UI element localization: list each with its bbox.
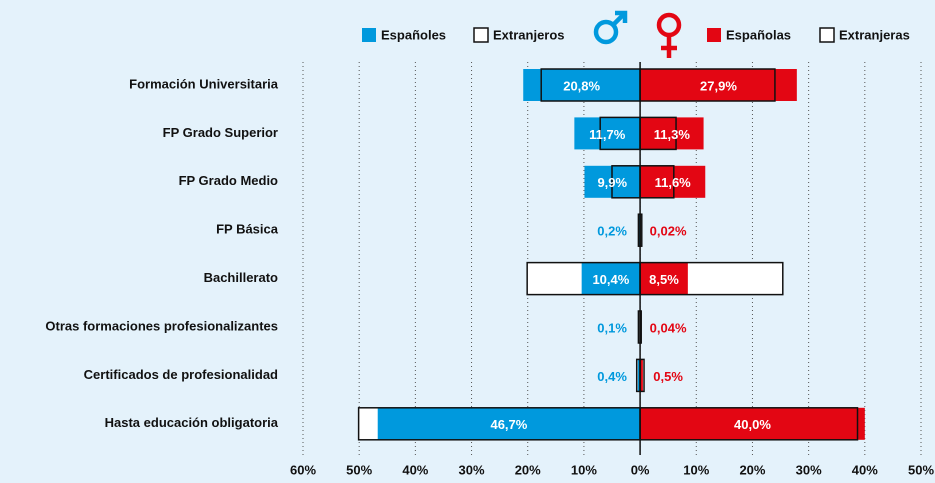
- bar: [523, 69, 641, 101]
- value-label: 40,0%: [734, 417, 771, 432]
- legend-label: Españoles: [381, 27, 446, 42]
- bar: [574, 117, 641, 150]
- value-label: 0,2%: [597, 224, 627, 239]
- legend-label: Extranjeras: [839, 27, 910, 42]
- female-symbol: [656, 12, 682, 58]
- category-label: FP Básica: [216, 222, 279, 237]
- legend-swatch: [819, 27, 835, 43]
- bar: [637, 359, 641, 392]
- bar: [640, 117, 704, 150]
- x-tick-label: 10%: [683, 462, 709, 477]
- x-tick-label: 10%: [571, 462, 597, 477]
- legend-swatch: [473, 27, 489, 43]
- x-tick-label: 50%: [908, 462, 934, 477]
- value-label: 8,5%: [649, 272, 679, 287]
- value-label: 0,02%: [650, 224, 687, 239]
- value-label: 0,04%: [650, 320, 687, 335]
- x-tick-label: 0%: [631, 462, 650, 477]
- legend-label: Españolas: [726, 27, 791, 42]
- x-tick-label: 20%: [515, 462, 541, 477]
- category-label: Certificados de profesionalidad: [84, 367, 278, 382]
- bar: [640, 69, 797, 101]
- category-label: FP Grado Medio: [179, 173, 278, 188]
- value-label: 20,8%: [563, 78, 600, 93]
- value-label: 27,9%: [700, 78, 737, 93]
- x-tick-label: 40%: [402, 462, 428, 477]
- legend-swatch: [707, 28, 721, 42]
- category-label: Formación Universitaria: [129, 76, 279, 91]
- category-label: FP Grado Superior: [163, 125, 278, 140]
- value-label: 0,5%: [653, 369, 683, 384]
- x-tick-label: 50%: [346, 462, 372, 477]
- x-tick-label: 30%: [796, 462, 822, 477]
- x-tick-label: 40%: [852, 462, 878, 477]
- outline-fill: [638, 311, 641, 343]
- value-label: 0,4%: [597, 369, 627, 384]
- value-label: 11,6%: [655, 175, 692, 190]
- bar: [640, 262, 688, 295]
- value-label: 46,7%: [490, 417, 527, 432]
- bar: [640, 165, 706, 198]
- value-label: 9,9%: [597, 175, 627, 190]
- bar: [377, 407, 641, 440]
- category-label: Bachillerato: [204, 270, 278, 285]
- bar: [581, 262, 641, 295]
- legend-label: Extranjeros: [493, 27, 565, 42]
- bar: [640, 359, 643, 392]
- x-tick-label: 30%: [459, 462, 485, 477]
- value-label: 11,7%: [589, 127, 626, 142]
- x-tick-label: 60%: [290, 462, 316, 477]
- male-symbol: [593, 10, 628, 45]
- value-label: 10,4%: [592, 272, 629, 287]
- category-label: Hasta educación obligatoria: [105, 415, 279, 430]
- value-label: 11,3%: [654, 127, 691, 142]
- value-label: 0,1%: [597, 320, 627, 335]
- legend-swatch: [362, 28, 376, 42]
- bar: [640, 407, 865, 440]
- outline-fill: [640, 214, 642, 247]
- category-label: Otras formaciones profesionalizantes: [45, 318, 278, 333]
- x-tick-label: 20%: [739, 462, 765, 477]
